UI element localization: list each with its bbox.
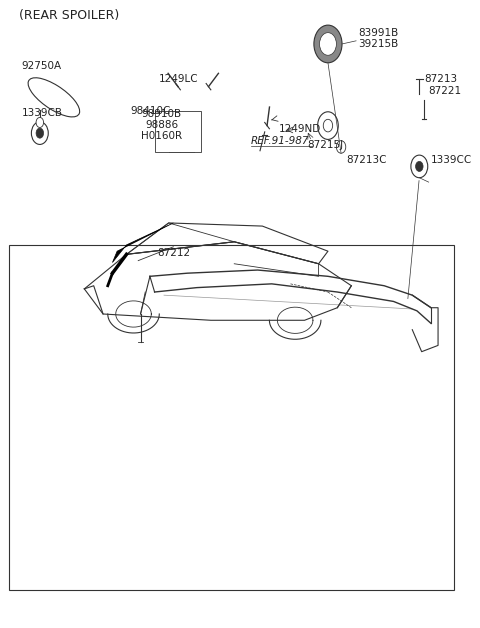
Text: 98886: 98886 [145, 120, 178, 130]
Text: 87212: 87212 [157, 248, 190, 258]
Text: 87215J: 87215J [308, 139, 344, 149]
Circle shape [320, 33, 336, 55]
Text: 87221: 87221 [429, 86, 462, 96]
Text: 92750A: 92750A [21, 61, 61, 71]
Circle shape [416, 161, 423, 171]
Text: 1339CC: 1339CC [431, 155, 472, 165]
Circle shape [36, 117, 44, 127]
Text: 39215B: 39215B [359, 39, 399, 49]
Text: 87213: 87213 [424, 73, 457, 84]
Text: (REAR SPOILER): (REAR SPOILER) [19, 9, 119, 23]
Circle shape [36, 128, 44, 138]
Circle shape [314, 25, 342, 63]
Text: 1339CB: 1339CB [22, 107, 63, 117]
Text: 1249ND: 1249ND [279, 124, 321, 134]
Text: 1249LC: 1249LC [159, 73, 199, 84]
Text: 98410C: 98410C [130, 106, 170, 116]
Text: 87213C: 87213C [346, 154, 386, 165]
Text: 83991B: 83991B [359, 28, 399, 38]
Polygon shape [112, 223, 173, 263]
Text: 98910B: 98910B [142, 109, 182, 119]
Text: H0160R: H0160R [141, 131, 182, 141]
FancyBboxPatch shape [10, 245, 455, 590]
Text: REF.91-987: REF.91-987 [251, 136, 309, 146]
FancyBboxPatch shape [155, 111, 202, 152]
